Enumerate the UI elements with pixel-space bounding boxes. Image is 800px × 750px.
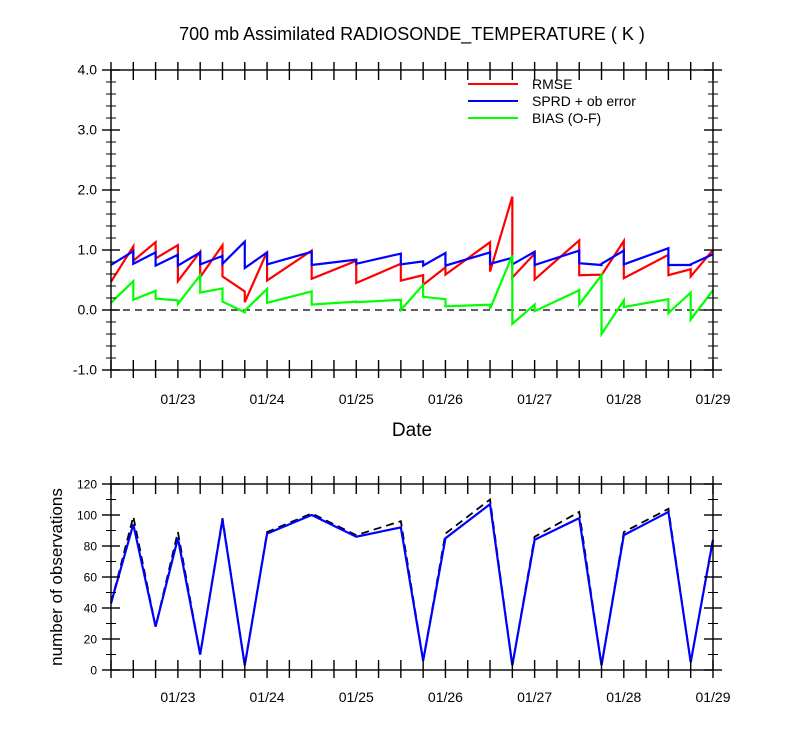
y-tick-label: 2.0 xyxy=(78,182,98,198)
y-tick-label: 60 xyxy=(84,571,98,585)
chart-title: 700 mb Assimilated RADIOSONDE_TEMPERATUR… xyxy=(179,24,645,45)
y-tick-label: 0.0 xyxy=(78,302,98,318)
legend-label: SPRD + ob error xyxy=(532,93,636,109)
series-line-sprd-ob-error xyxy=(110,238,714,271)
x-tick-label: 01/24 xyxy=(250,391,285,407)
bottom-y-axis-label: number of observations xyxy=(47,488,66,666)
x-tick-label: 01/28 xyxy=(606,391,641,407)
y-tick-label: 40 xyxy=(84,602,98,616)
x-tick-label: 01/23 xyxy=(160,391,195,407)
y-tick-label: 1.0 xyxy=(78,242,98,258)
legend-label: RMSE xyxy=(532,76,572,92)
y-tick-label: 20 xyxy=(84,633,98,647)
y-tick-label: -1.0 xyxy=(73,362,97,378)
x-tick-label: 01/24 xyxy=(250,689,285,705)
top-plot-frame xyxy=(110,69,714,371)
series-line-rmse xyxy=(110,196,714,303)
x-tick-label: 01/28 xyxy=(606,689,641,705)
series-line-assimilated xyxy=(109,502,715,666)
x-tick-label: 01/29 xyxy=(695,391,730,407)
legend-label: BIAS (O-F) xyxy=(532,110,601,126)
x-tick-label: 01/23 xyxy=(160,689,195,705)
x-tick-label: 01/25 xyxy=(339,391,374,407)
top-panel: 01/23 01/24 01/25 01/26 01/27 01/28 01/29 -1.0 0… xyxy=(73,62,731,408)
y-tick-label: 120 xyxy=(77,478,97,492)
top-x-axis-label: Date xyxy=(392,420,432,441)
y-tick-label: 4.0 xyxy=(78,62,98,78)
series-line-bias-o-f xyxy=(110,254,714,338)
x-tick-label: 01/29 xyxy=(695,689,730,705)
y-tick-label: 80 xyxy=(84,540,98,554)
x-tick-label: 01/26 xyxy=(428,391,463,407)
x-tick-label: 01/27 xyxy=(517,391,552,407)
bottom-panel: 01/23 01/24 01/25 01/26 01/27 01/28 01/29 0 20 40… xyxy=(77,476,731,705)
x-tick-label: 01/25 xyxy=(339,689,374,705)
series-line-possible xyxy=(110,497,714,666)
y-tick-label: 0 xyxy=(90,664,97,678)
y-tick-label: 100 xyxy=(77,509,97,523)
x-tick-label: 01/27 xyxy=(517,689,552,705)
y-tick-label: 3.0 xyxy=(78,122,98,138)
x-tick-label: 01/26 xyxy=(428,689,463,705)
